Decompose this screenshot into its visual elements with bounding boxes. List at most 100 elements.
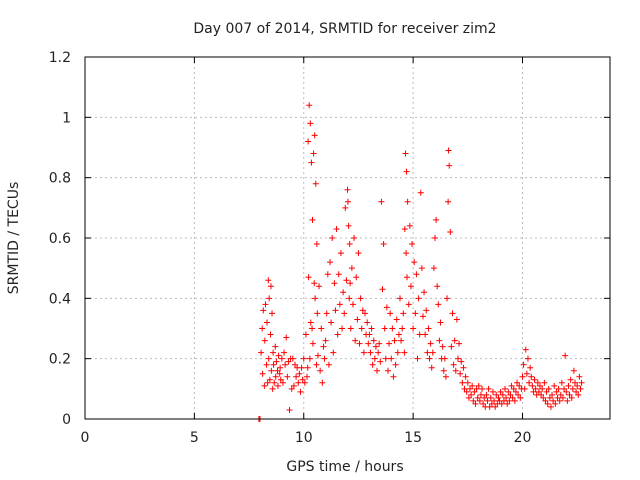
data-point <box>279 379 286 386</box>
data-point <box>522 346 529 353</box>
data-point <box>451 337 458 344</box>
data-point <box>521 385 528 392</box>
data-point <box>269 385 276 392</box>
data-point <box>447 228 454 235</box>
data-point <box>265 355 272 362</box>
data-point <box>465 394 472 401</box>
data-point <box>534 379 541 386</box>
data-point <box>334 331 341 338</box>
data-point <box>530 388 537 395</box>
data-point <box>426 355 433 362</box>
data-point <box>410 325 417 332</box>
data-point <box>442 373 449 380</box>
data-point <box>276 370 283 377</box>
data-point <box>347 325 354 332</box>
data-point <box>485 385 492 392</box>
data-point <box>339 325 346 332</box>
data-point <box>296 370 303 377</box>
data-point <box>445 147 452 154</box>
data-point <box>470 397 477 404</box>
data-point <box>526 379 533 386</box>
data-point <box>328 319 335 326</box>
data-point <box>391 337 398 344</box>
data-point <box>374 367 381 374</box>
data-point <box>369 361 376 368</box>
data-point <box>400 310 407 317</box>
data-point <box>323 310 330 317</box>
data-point <box>305 274 312 281</box>
data-point <box>346 241 353 248</box>
data-point <box>486 403 493 410</box>
data-point <box>452 367 459 374</box>
data-point <box>515 391 522 398</box>
data-point <box>372 343 379 350</box>
data-point <box>404 274 410 281</box>
data-point <box>454 355 461 362</box>
data-point <box>342 204 349 211</box>
data-point <box>381 325 388 332</box>
data-point <box>440 367 447 374</box>
data-point <box>281 349 288 356</box>
data-point <box>422 331 429 338</box>
y-tick-label: 0.8 <box>49 171 71 187</box>
data-point <box>332 307 339 314</box>
data-point <box>299 376 306 383</box>
data-point <box>448 343 455 350</box>
data-point <box>461 385 468 392</box>
data-point <box>415 295 422 302</box>
data-point <box>399 325 406 332</box>
data-point <box>344 198 351 205</box>
data-point <box>427 340 434 347</box>
data-point <box>414 355 421 362</box>
data-point <box>331 280 338 287</box>
data-point <box>453 316 460 323</box>
data-point <box>460 364 467 371</box>
data-point <box>511 397 518 404</box>
data-point <box>503 394 510 401</box>
data-point <box>434 283 441 290</box>
data-point <box>325 361 332 368</box>
data-point <box>508 382 515 389</box>
data-point <box>305 138 312 145</box>
data-point <box>270 361 277 368</box>
data-point <box>449 310 456 317</box>
data-point <box>288 385 295 392</box>
data-point <box>362 310 368 317</box>
data-point <box>413 271 420 278</box>
data-point <box>446 162 453 169</box>
data-point <box>512 388 519 395</box>
data-point <box>284 373 291 380</box>
data-point <box>336 301 343 308</box>
data-point <box>563 388 570 395</box>
axes: 0 5 10 15 20 0 0.2 0.4 0.6 0.8 1 1.2 <box>49 50 610 446</box>
data-point <box>445 198 452 205</box>
data-point <box>266 295 273 302</box>
data-point <box>416 331 423 338</box>
data-point <box>274 382 281 389</box>
data-point <box>295 379 302 386</box>
data-point <box>574 382 581 389</box>
data-point <box>304 373 311 380</box>
data-point <box>277 376 284 383</box>
data-point <box>559 394 566 401</box>
data-point <box>317 367 324 374</box>
data-point <box>472 400 479 407</box>
data-point <box>401 349 408 356</box>
data-point <box>412 310 419 317</box>
data-point <box>565 382 572 389</box>
data-point <box>262 301 269 308</box>
data-point <box>543 388 550 395</box>
data-point <box>421 289 428 296</box>
data-point <box>324 271 331 278</box>
data-point <box>309 340 316 347</box>
data-point <box>462 373 469 380</box>
y-tick-label: 0.2 <box>49 352 71 368</box>
x-tick-label: 15 <box>404 430 422 446</box>
data-point <box>551 382 558 389</box>
data-point <box>475 382 482 389</box>
data-point <box>464 379 471 386</box>
data-point <box>278 355 285 362</box>
data-point <box>333 225 340 232</box>
data-point <box>403 250 410 257</box>
